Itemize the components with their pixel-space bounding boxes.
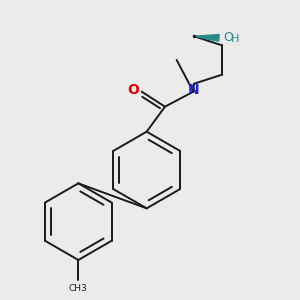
Text: O: O bbox=[223, 32, 233, 44]
Text: N: N bbox=[188, 83, 199, 97]
Text: CH3: CH3 bbox=[69, 284, 88, 293]
Text: O: O bbox=[128, 83, 139, 97]
Text: H: H bbox=[231, 34, 239, 44]
Polygon shape bbox=[194, 34, 219, 41]
